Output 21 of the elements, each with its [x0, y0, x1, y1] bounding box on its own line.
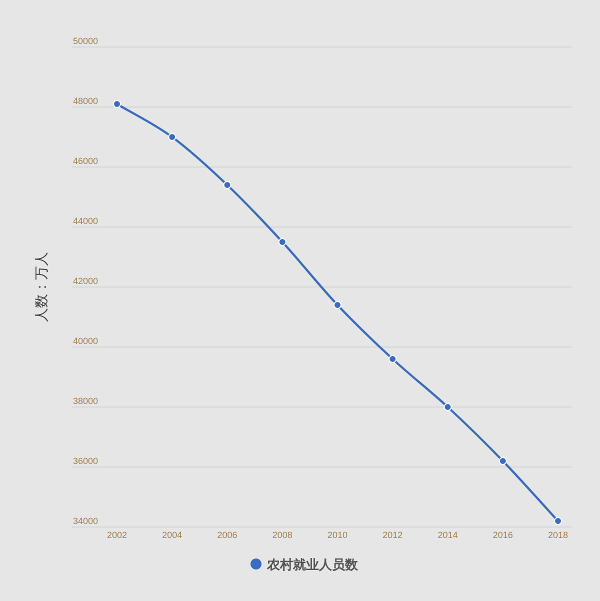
x-tick-label: 2014 — [438, 530, 458, 540]
y-tick-label: 48000 — [73, 96, 98, 106]
y-tick-label: 46000 — [73, 156, 98, 166]
y-tick-label: 40000 — [73, 336, 98, 346]
legend: 农村就业人员数 — [250, 557, 358, 572]
y-tick-label: 38000 — [73, 396, 98, 406]
x-tick-label: 2016 — [492, 530, 513, 540]
y-tick-label: 42000 — [73, 276, 98, 286]
x-tick-label: 2010 — [327, 530, 348, 540]
x-tick-label: 2004 — [162, 530, 182, 540]
x-tick-label: 2018 — [548, 530, 568, 540]
legend-label: 农村就业人员数 — [266, 557, 359, 572]
x-tick-label: 2006 — [217, 530, 238, 540]
x-tick-label: 2008 — [272, 530, 292, 540]
y-axis-title: 人数：万人 — [33, 252, 49, 322]
y-tick-label: 36000 — [73, 456, 98, 466]
y-tick-label: 34000 — [73, 516, 98, 526]
x-tick-label: 2002 — [106, 530, 128, 540]
x-tick-label: 2012 — [382, 530, 403, 540]
y-tick-label: 50000 — [73, 36, 98, 46]
y-tick-label: 44000 — [73, 216, 98, 226]
